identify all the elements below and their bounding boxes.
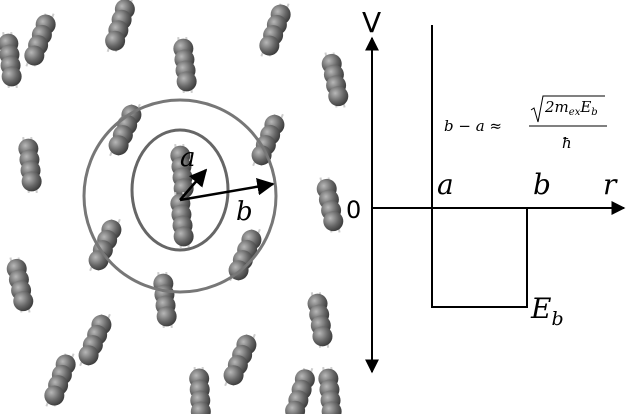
formula: b − a ≈ 2mexEb ħ — [444, 95, 607, 152]
molecule-part — [108, 135, 129, 156]
outer-circle — [82, 98, 278, 294]
molecule-part — [173, 178, 194, 199]
molecule-part — [78, 345, 99, 366]
eb-label: Eb — [530, 292, 564, 330]
label-b: b — [236, 197, 253, 227]
molecule-part — [251, 145, 272, 166]
molecule-part — [176, 71, 197, 92]
r-label: r — [603, 168, 618, 201]
molecule-part — [312, 326, 333, 347]
formula-numerator: 2mexEb — [544, 98, 598, 118]
molecule-part — [1, 66, 22, 87]
label-a: a — [180, 143, 196, 173]
molecule-part — [321, 401, 342, 414]
v-label: V — [362, 6, 381, 39]
molecule-part — [223, 365, 244, 386]
inner-circle — [130, 128, 230, 252]
b-mark: b — [533, 168, 551, 201]
sqrt-sign — [530, 95, 605, 123]
origin-label: 0 — [346, 196, 361, 224]
formula-lhs: b − a ≈ — [444, 117, 502, 135]
formula-denominator: ħ — [562, 134, 572, 152]
molecule-part — [105, 30, 126, 51]
molecule-part — [190, 401, 211, 414]
molecule-part — [24, 45, 45, 66]
molecule-part — [328, 86, 349, 107]
molecule-part — [285, 400, 306, 414]
molecule-part — [88, 250, 109, 271]
arrow-a — [179, 168, 208, 201]
potential-well — [431, 25, 528, 308]
arrow-b — [179, 178, 275, 202]
molecule-part — [21, 171, 42, 192]
a-mark: a — [437, 168, 454, 201]
molecule-part — [259, 35, 280, 56]
molecule-part — [156, 306, 177, 327]
molecule-part — [173, 226, 194, 247]
molecule-part — [323, 211, 344, 232]
molecule-part — [44, 385, 65, 406]
molecule-lattice — [0, 0, 349, 414]
molecule-part — [13, 291, 34, 312]
